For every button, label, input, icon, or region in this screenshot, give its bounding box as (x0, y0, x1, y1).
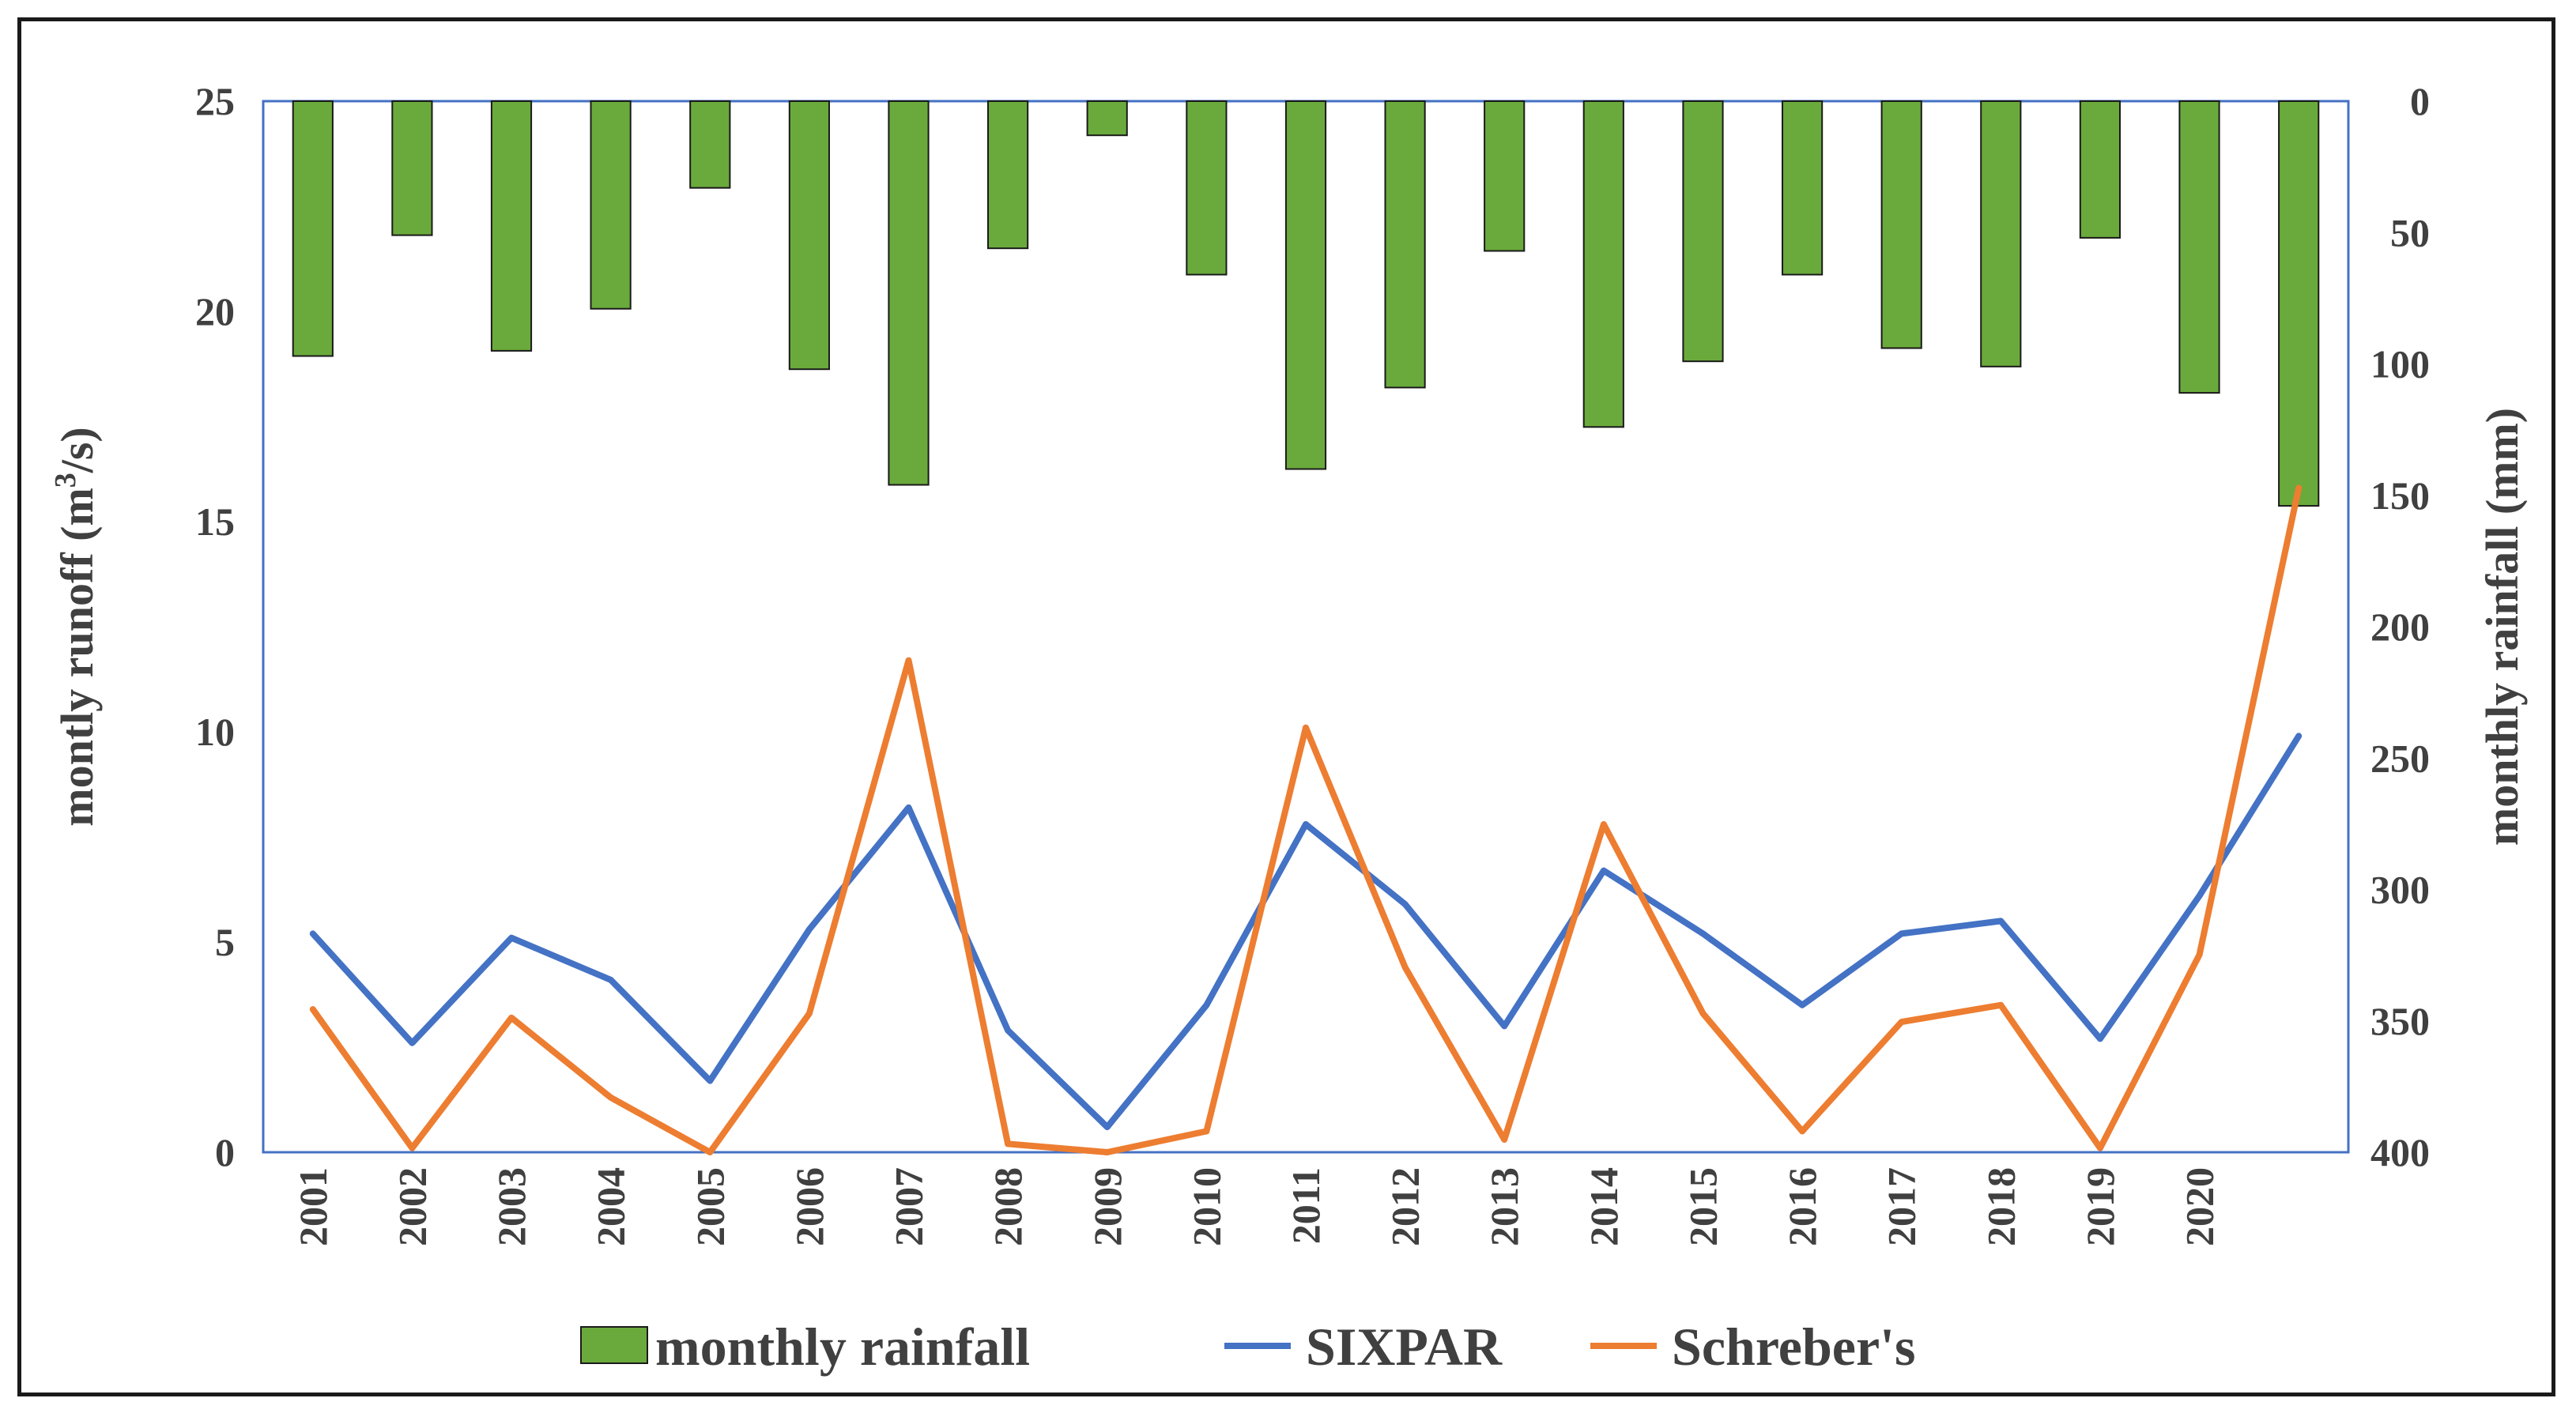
legend-swatch-monthly-rainfall (580, 1326, 648, 1364)
right-tick-350: 350 (2370, 999, 2430, 1043)
line-schreber-s (309, 484, 2303, 1155)
chart-frame: 0 5 10 15 20 25 0 50 100 150 200 250 300 350 400 2001… (17, 17, 2555, 1396)
rainfall-bar-2011 (1284, 100, 1327, 470)
right-tick-100: 100 (2370, 342, 2430, 386)
right-axis-title: monthly rainfall (mm) (2476, 408, 2528, 846)
rainfall-bar-extra-20 (2278, 100, 2320, 507)
left-axis-ticks: 0 5 10 15 20 25 (195, 79, 235, 1174)
rainfall-bar-2004 (590, 100, 632, 310)
x-tick-2016: 2016 (1780, 1167, 1824, 1246)
right-tick-200: 200 (2370, 605, 2430, 649)
left-tick-15: 15 (195, 499, 235, 544)
rainfall-bar-2012 (1384, 100, 1426, 389)
chart-svg: 0 5 10 15 20 25 0 50 100 150 200 250 300 350 400 2001… (49, 79, 2528, 1377)
x-tick-2004: 2004 (589, 1167, 633, 1246)
x-tick-2010: 2010 (1184, 1167, 1228, 1246)
left-tick-5: 5 (215, 920, 235, 964)
left-axis-title-tail: /s) (51, 427, 103, 473)
x-tick-2017: 2017 (1880, 1167, 1924, 1246)
x-tick-2015: 2015 (1681, 1167, 1726, 1246)
x-tick-2011: 2011 (1284, 1167, 1328, 1244)
rainfall-bar-2016 (1782, 100, 1824, 276)
x-tick-2005: 2005 (688, 1167, 732, 1246)
rainfall-bar-2015 (1682, 100, 1724, 363)
x-tick-2018: 2018 (1978, 1167, 2023, 1246)
right-tick-250: 250 (2370, 736, 2430, 780)
left-axis-title-sup: 3 (49, 473, 82, 488)
rainfall-bar-2002 (391, 100, 433, 236)
rainfall-bar-2008 (987, 100, 1029, 250)
left-tick-20: 20 (195, 289, 235, 334)
rainfall-bar-2006 (788, 100, 830, 371)
legend-label-monthly-rainfall: monthly rainfall (655, 1317, 1030, 1377)
rainfall-bar-2017 (1880, 100, 1922, 349)
runoff-lines (309, 484, 2303, 1155)
rainfall-bars (292, 100, 2320, 507)
rainfall-bar-2007 (888, 100, 930, 486)
rainfall-bar-2014 (1582, 100, 1624, 428)
right-tick-300: 300 (2370, 868, 2430, 912)
x-tick-2019: 2019 (2078, 1167, 2122, 1246)
legend: monthly rainfall SIXPAR Schreber's (580, 1317, 1916, 1377)
left-tick-25: 25 (195, 79, 235, 123)
rainfall-bar-2009 (1086, 100, 1128, 137)
x-tick-2007: 2007 (887, 1167, 931, 1246)
rainfall-bar-2020 (2178, 100, 2220, 394)
right-axis-ticks: 0 50 100 150 200 250 300 350 400 (2370, 79, 2430, 1174)
legend-label-sixpar: SIXPAR (1306, 1317, 1503, 1377)
x-tick-2009: 2009 (1085, 1167, 1130, 1246)
line-sixpar (309, 733, 2303, 1131)
rainfall-bar-2019 (2079, 100, 2122, 239)
right-tick-0: 0 (2410, 79, 2430, 123)
x-tick-2014: 2014 (1582, 1167, 1626, 1246)
x-tick-2012: 2012 (1383, 1167, 1428, 1246)
left-axis-title-main: montly runoff (m (51, 488, 103, 827)
x-tick-2020: 2020 (2178, 1167, 2222, 1246)
right-tick-400: 400 (2370, 1130, 2430, 1174)
rainfall-bar-2003 (490, 100, 533, 352)
x-tick-2003: 2003 (489, 1167, 534, 1246)
x-tick-2013: 2013 (1482, 1167, 1526, 1246)
rainfall-bar-2013 (1484, 100, 1526, 252)
right-tick-150: 150 (2370, 473, 2430, 518)
left-tick-10: 10 (195, 710, 235, 754)
left-tick-0: 0 (215, 1130, 235, 1174)
x-axis-ticks: 2001 2002 2003 2004 2005 2006 2007 2008 2009 2010… (291, 1167, 2222, 1246)
x-tick-2001: 2001 (291, 1167, 335, 1246)
left-axis-title: montly runoff (m3/s) (49, 427, 103, 827)
rainfall-bar-2005 (689, 100, 731, 189)
right-tick-50: 50 (2390, 210, 2430, 254)
rainfall-bar-2018 (1980, 100, 2022, 367)
x-tick-2002: 2002 (390, 1167, 434, 1246)
rainfall-bar-2001 (292, 100, 334, 357)
x-tick-2008: 2008 (986, 1167, 1030, 1246)
legend-label-schrebers: Schreber's (1672, 1317, 1916, 1377)
x-tick-2006: 2006 (787, 1167, 832, 1246)
rainfall-bar-2010 (1186, 100, 1228, 276)
